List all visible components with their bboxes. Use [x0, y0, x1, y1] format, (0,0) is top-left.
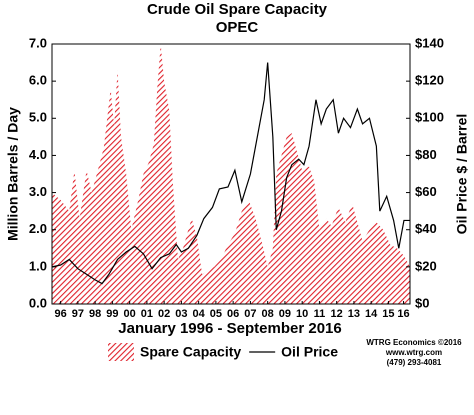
spare-capacity-area: [52, 44, 410, 304]
x-tick-label: 04: [193, 308, 206, 320]
x-tick-label: 98: [89, 308, 101, 320]
x-tick-label: 08: [262, 308, 274, 320]
x-tick-label: 11: [314, 308, 326, 320]
x-axis-label: January 1996 - September 2016: [118, 320, 341, 337]
y2-tick-label: $0: [415, 295, 429, 310]
x-tick-label: 07: [244, 308, 256, 320]
oil-price-line: [51, 62, 410, 285]
y2-tick-label: $60: [415, 184, 437, 199]
y-tick-label: 0.0: [29, 295, 47, 310]
x-tick-label: 02: [158, 308, 170, 320]
x-tick-label: 06: [227, 308, 239, 320]
y-tick-label: 2.0: [29, 221, 47, 236]
x-tick-label: 10: [296, 308, 308, 320]
legend-swatch: [108, 343, 134, 361]
y-tick-label: 1.0: [29, 258, 47, 273]
x-tick-label: 09: [279, 308, 291, 320]
x-tick-label: 97: [72, 308, 84, 320]
chart-title: Crude Oil Spare Capacity: [147, 1, 328, 18]
y-tick-label: 4.0: [29, 147, 47, 162]
credit-text: (479) 293-4081: [387, 358, 442, 367]
y-tick-label: 3.0: [29, 184, 47, 199]
x-tick-label: 12: [331, 308, 343, 320]
y-tick-label: 5.0: [29, 110, 47, 125]
x-tick-label: 14: [365, 308, 378, 320]
x-tick-label: 99: [106, 308, 118, 320]
legend-label: Spare Capacity: [140, 344, 241, 360]
x-tick-label: 15: [382, 308, 394, 320]
y-axis-label: Million Barrels / Day: [5, 107, 21, 241]
legend-label: Oil Price: [281, 344, 338, 360]
y2-tick-label: $40: [415, 221, 437, 236]
y2-tick-label: $20: [415, 258, 437, 273]
chart-subtitle: OPEC: [216, 19, 259, 36]
x-tick-label: 03: [175, 308, 187, 320]
x-tick-label: 00: [124, 308, 136, 320]
credit-text: WTRG Economics ©2016: [366, 338, 462, 347]
plot-frame: [51, 43, 411, 305]
y2-tick-label: $80: [415, 147, 437, 162]
y2-axis-label: Oil Price $ / Barrel: [454, 114, 470, 235]
y2-tick-label: $120: [415, 73, 444, 88]
x-tick-label: 01: [141, 308, 153, 320]
x-tick-label: 05: [210, 308, 222, 320]
x-tick-label: 13: [348, 308, 360, 320]
y2-tick-label: $140: [415, 35, 444, 50]
credit-text: www.wtrg.com: [385, 348, 442, 357]
y-tick-label: 6.0: [29, 73, 47, 88]
x-tick-label: 96: [55, 308, 67, 320]
x-tick-label: 16: [397, 308, 409, 320]
y2-tick-label: $100: [415, 110, 444, 125]
y-tick-label: 7.0: [29, 35, 47, 50]
